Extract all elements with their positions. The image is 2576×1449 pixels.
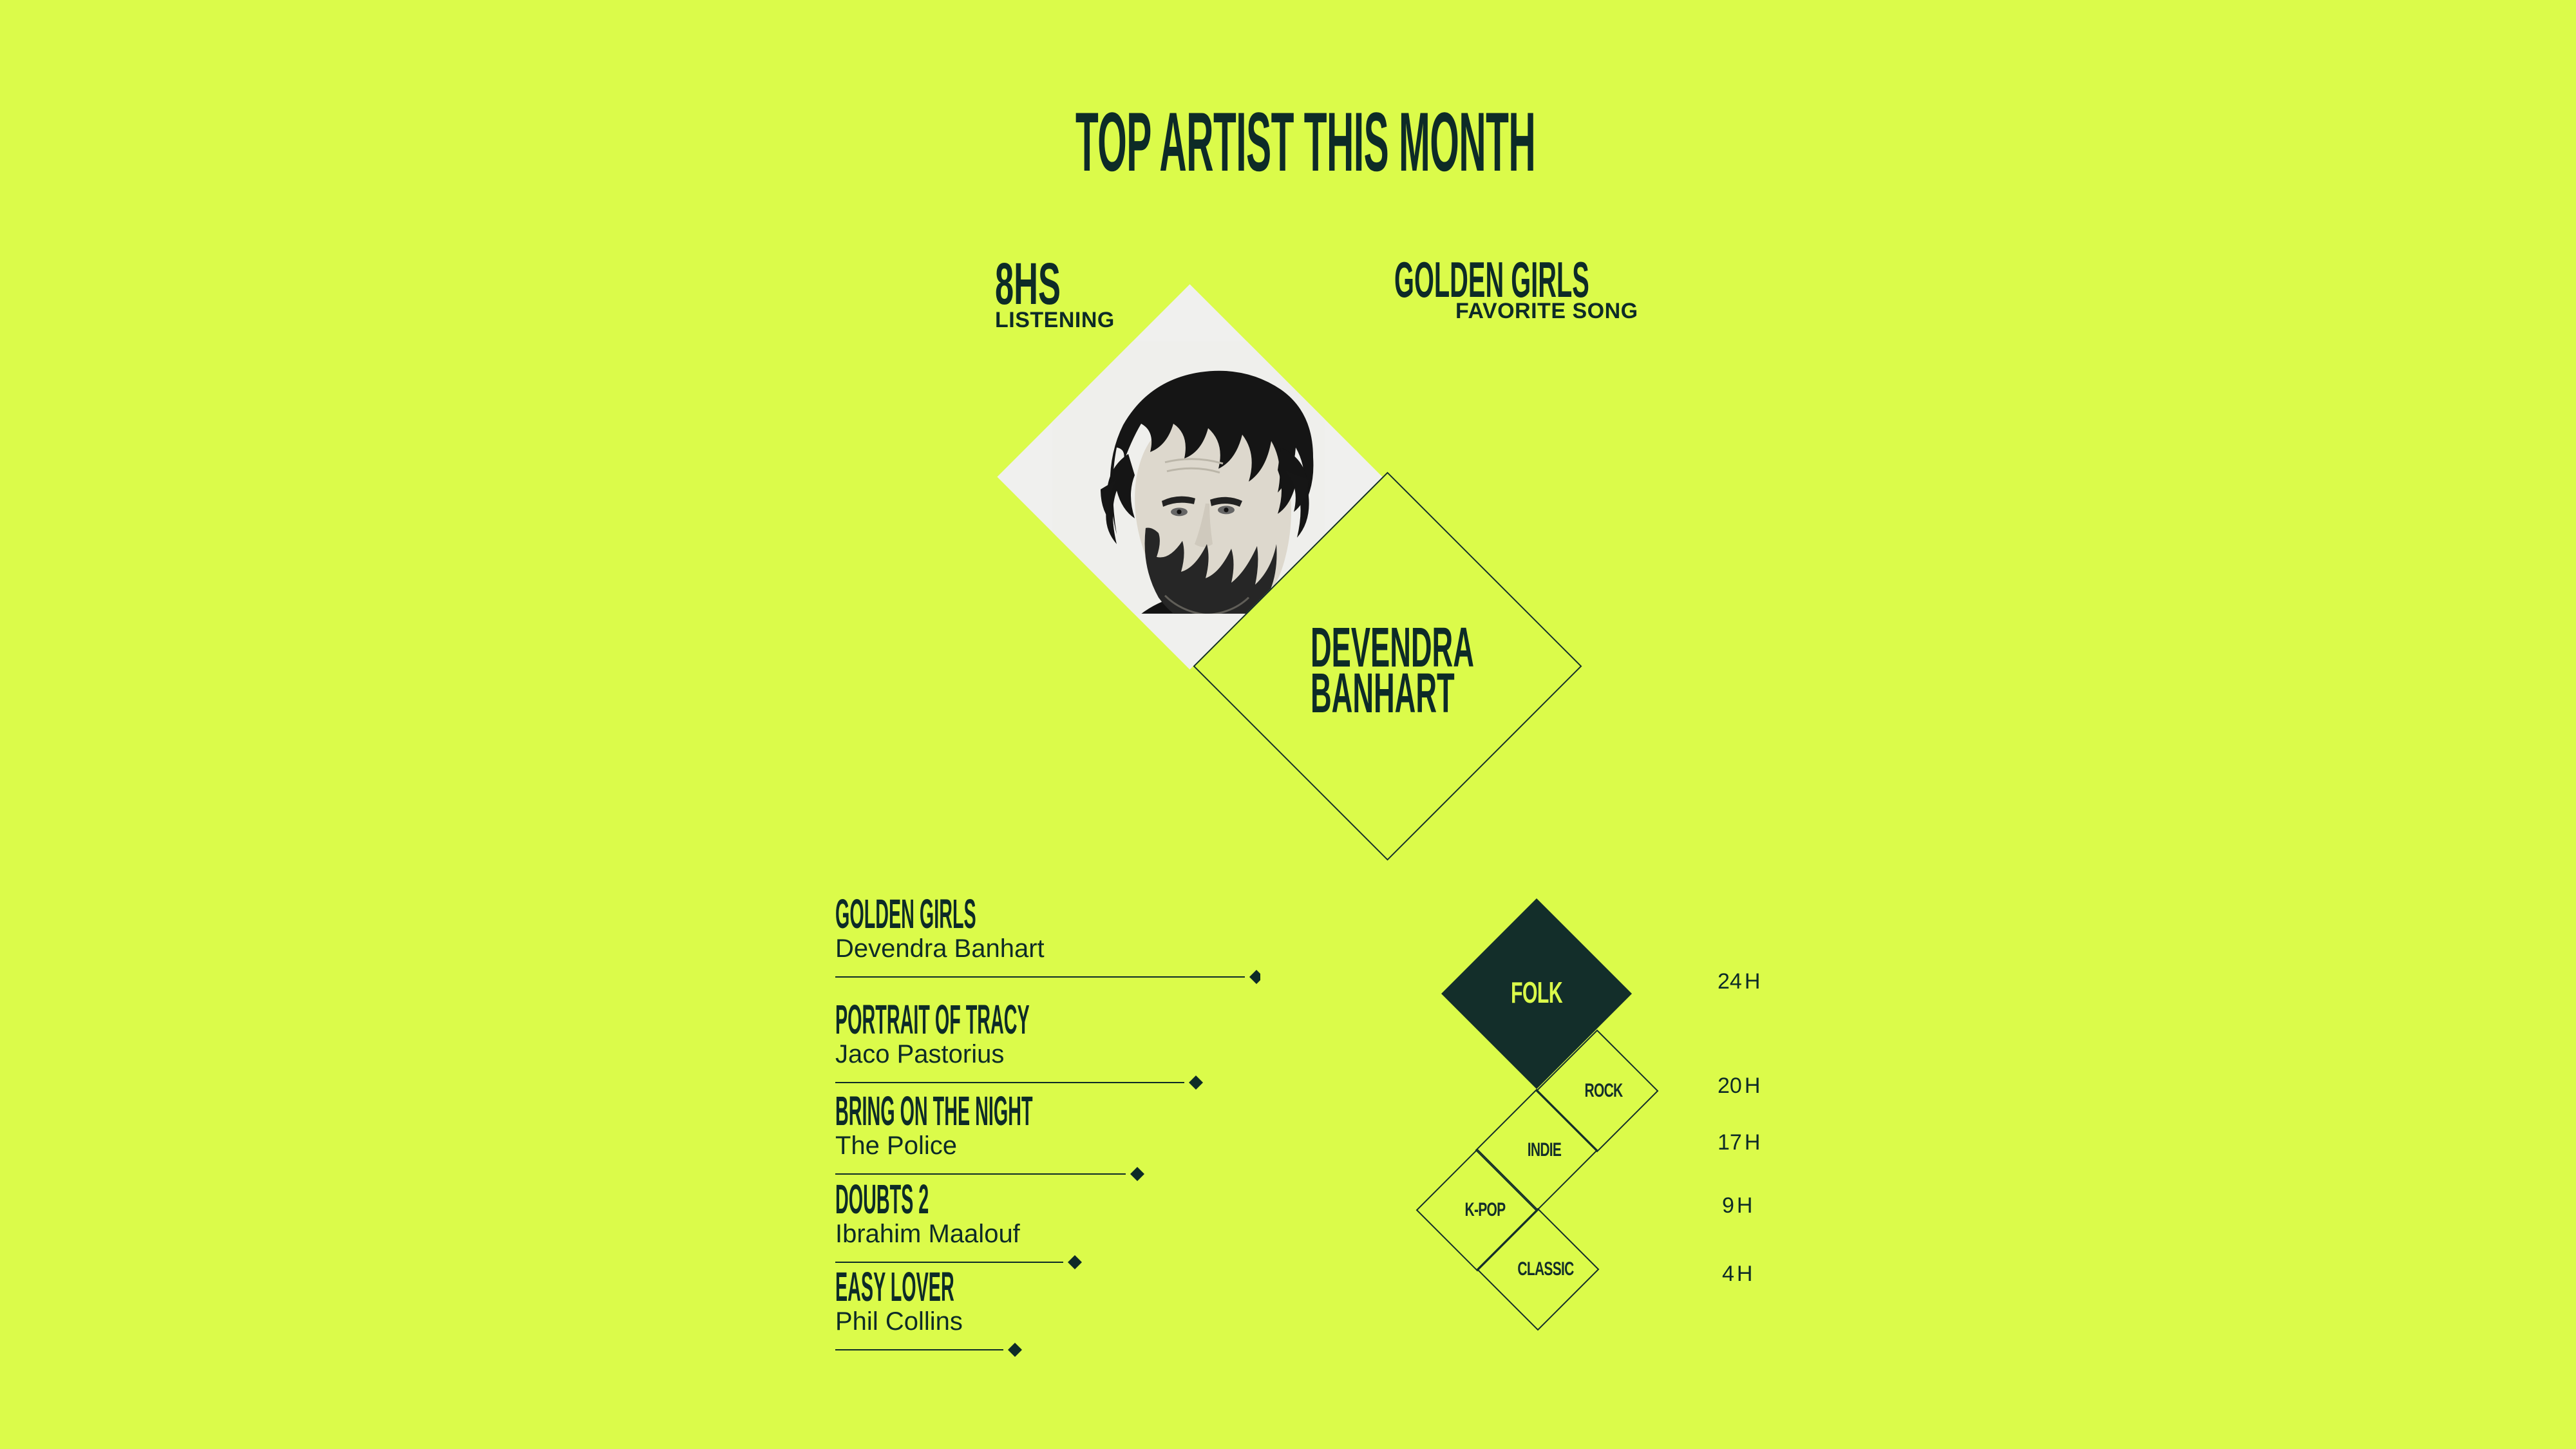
svg-text:INDIE: INDIE (1528, 1140, 1562, 1160)
svg-text:K-POP: K-POP (1465, 1200, 1506, 1220)
svg-text:FOLK: FOLK (1511, 977, 1563, 1010)
svg-text:CLASSIC: CLASSIC (1517, 1259, 1573, 1280)
svg-text:ROCK: ROCK (1585, 1081, 1624, 1101)
